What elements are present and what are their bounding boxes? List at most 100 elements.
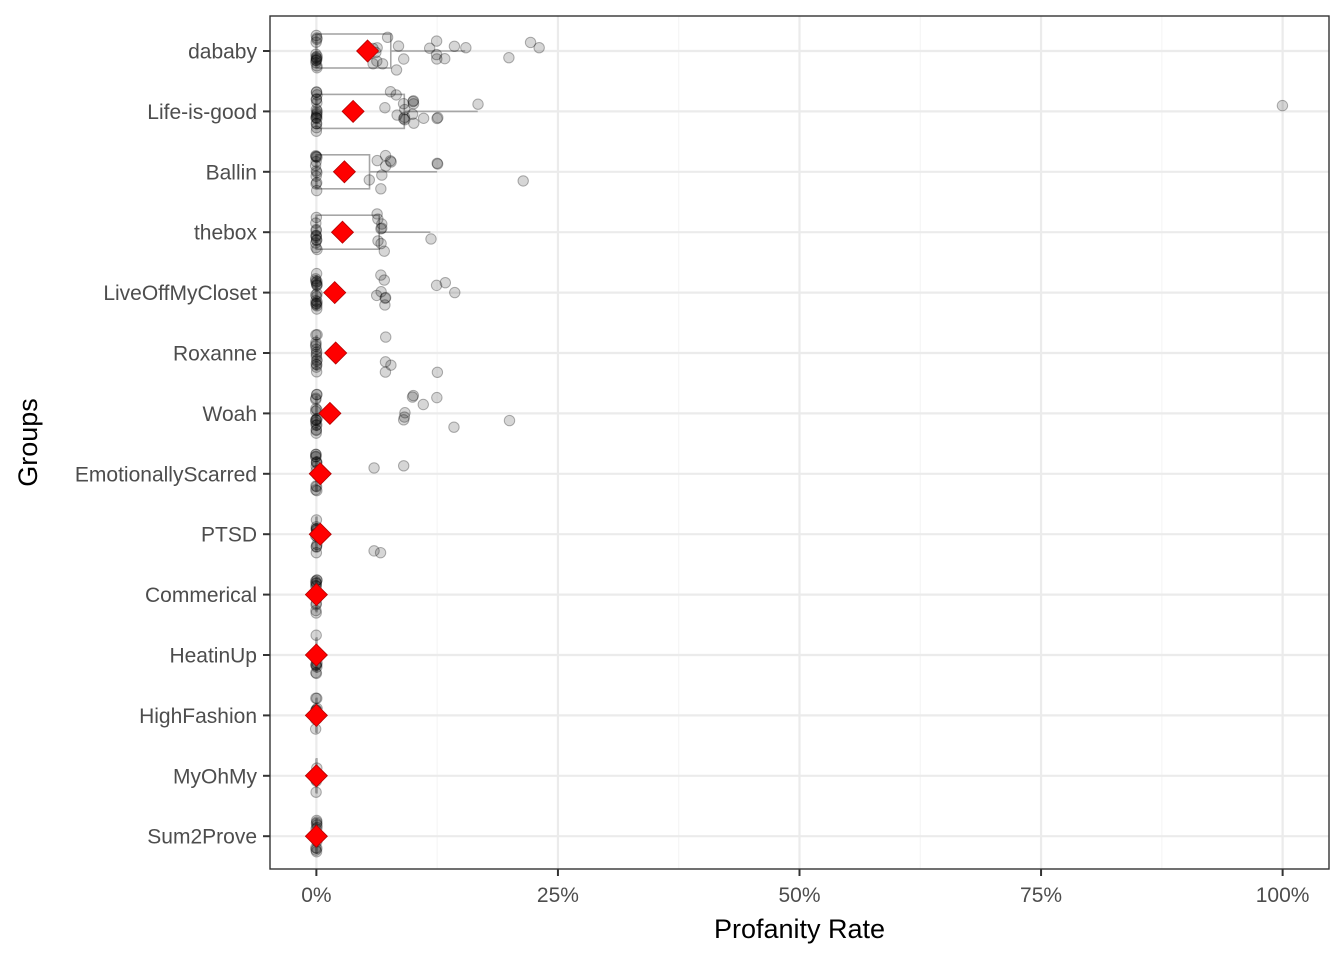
data-point — [310, 366, 323, 378]
data-point — [375, 237, 387, 250]
data-point — [311, 279, 323, 291]
x-tick-label: 0% — [301, 884, 331, 907]
data-point — [310, 361, 323, 373]
y-tick-label: EmotionallyScarred — [75, 463, 257, 486]
data-point — [310, 234, 323, 246]
data-point — [375, 183, 387, 195]
data-point — [310, 692, 322, 704]
mean-marker-HeatinUp — [304, 643, 328, 667]
data-point — [310, 54, 322, 66]
data-point — [310, 93, 323, 105]
data-point — [311, 419, 323, 431]
data-point — [310, 346, 323, 358]
y-tick-label: Commerical — [145, 584, 257, 607]
x-axis: 0% 25% 50% 75% 100% — [301, 869, 1309, 907]
data-point — [408, 117, 420, 129]
data-point — [311, 105, 323, 117]
data-point — [310, 231, 322, 243]
data-point — [311, 89, 323, 101]
data-point — [390, 89, 402, 101]
data-point — [390, 64, 403, 76]
data-point — [311, 107, 323, 119]
data-point — [406, 391, 419, 403]
data-point — [310, 155, 322, 168]
mean-marker-dababy — [356, 39, 380, 63]
data-point — [311, 359, 323, 371]
data-point — [310, 388, 323, 401]
data-point — [430, 35, 443, 47]
data-point — [310, 103, 323, 116]
data-point — [310, 150, 322, 163]
x-tick-label: 50% — [778, 884, 820, 907]
data-point — [399, 103, 411, 116]
data-point — [310, 176, 323, 189]
box-Roxanne — [315, 335, 318, 371]
data-point — [379, 291, 392, 304]
data-point — [460, 42, 472, 54]
data-point — [379, 292, 391, 304]
data-point — [309, 451, 322, 463]
data-point — [371, 208, 383, 220]
data-point — [310, 629, 322, 641]
mean-marker-LiveOffMyCloset — [323, 281, 347, 305]
data-point — [397, 97, 410, 110]
data-point — [310, 514, 323, 526]
data-point — [391, 109, 403, 121]
data-point — [310, 290, 323, 303]
data-point — [431, 157, 443, 169]
data-point — [310, 416, 322, 429]
data-point — [380, 331, 392, 343]
data-point — [311, 287, 323, 300]
data-point — [431, 366, 444, 379]
data-point — [398, 53, 410, 65]
data-point — [311, 329, 323, 341]
mean-marker-Woah — [318, 401, 342, 425]
data-point — [310, 350, 323, 363]
data-point — [310, 358, 322, 370]
box-Woah — [315, 395, 318, 432]
data-point — [310, 289, 322, 301]
y-tick-label: Life-is-good — [147, 101, 257, 124]
data-point — [311, 33, 323, 46]
data-point — [310, 414, 322, 426]
data-point — [310, 170, 322, 182]
data-point — [310, 108, 323, 120]
data-point — [310, 267, 323, 280]
y-tick-label: Ballin — [206, 161, 257, 184]
data-point — [311, 484, 323, 497]
data-point — [310, 329, 322, 341]
data-point — [430, 279, 443, 292]
data-point — [407, 98, 420, 110]
data-point — [311, 279, 323, 292]
data-point — [472, 98, 484, 110]
data-point — [310, 117, 323, 130]
data-point — [311, 300, 323, 312]
data-point — [407, 389, 420, 402]
data-point — [310, 343, 323, 355]
box-Life-is-good — [315, 93, 478, 130]
data-point — [311, 355, 323, 367]
data-point — [310, 547, 323, 559]
data-point — [367, 58, 379, 70]
data-point — [370, 289, 383, 302]
data-point — [368, 545, 380, 557]
data-point — [310, 225, 322, 237]
data-point — [310, 402, 322, 415]
data-point — [310, 86, 323, 98]
y-tick-label: thebox — [194, 222, 258, 245]
data-point — [417, 112, 430, 124]
data-point — [310, 234, 323, 246]
data-point — [407, 95, 419, 108]
data-point — [310, 150, 323, 163]
data-point — [432, 111, 444, 124]
data-point — [311, 32, 323, 44]
data-point — [310, 448, 322, 461]
data-point — [310, 295, 322, 307]
data-point — [310, 229, 322, 241]
data-point — [439, 52, 451, 65]
data-point — [310, 110, 323, 122]
data-point — [503, 414, 516, 427]
data-point — [310, 607, 322, 619]
mean-marker-HighFashion — [304, 703, 328, 727]
data-point — [376, 218, 388, 230]
